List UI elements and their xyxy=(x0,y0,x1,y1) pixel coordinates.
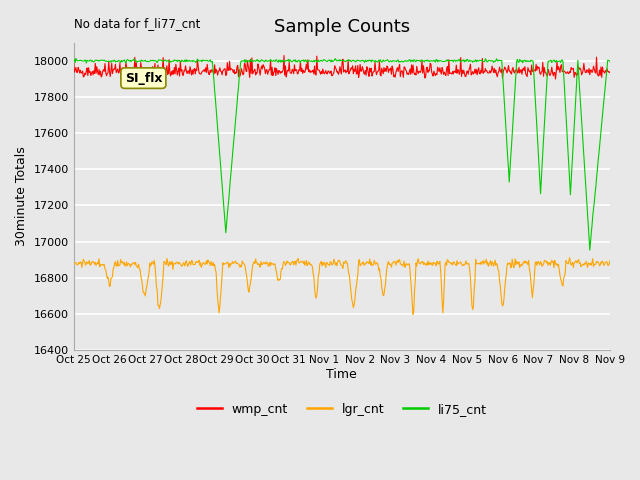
Title: Sample Counts: Sample Counts xyxy=(274,18,410,36)
Text: No data for f_li77_cnt: No data for f_li77_cnt xyxy=(74,17,200,31)
X-axis label: Time: Time xyxy=(326,368,357,381)
Y-axis label: 30minute Totals: 30minute Totals xyxy=(15,146,28,246)
Text: SI_flx: SI_flx xyxy=(125,72,162,84)
Legend: wmp_cnt, lgr_cnt, li75_cnt: wmp_cnt, lgr_cnt, li75_cnt xyxy=(191,397,492,420)
